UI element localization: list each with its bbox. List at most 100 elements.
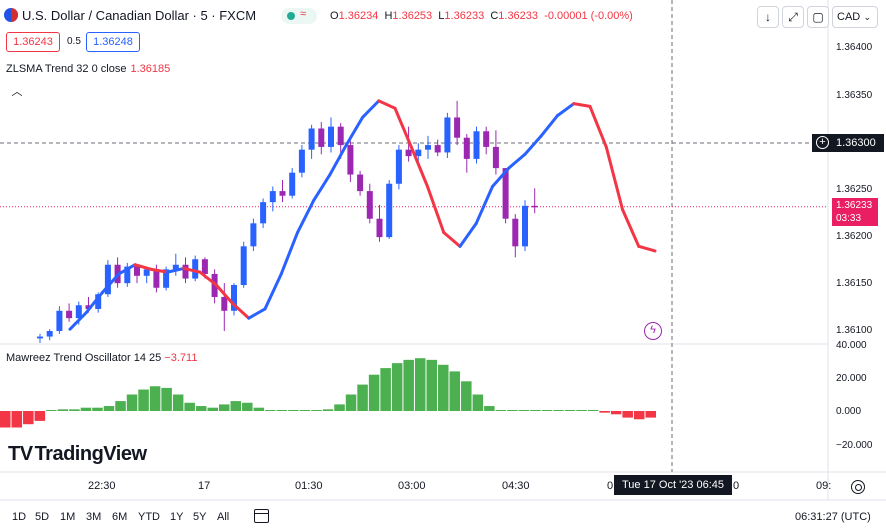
zlsma-segment xyxy=(279,231,299,276)
zlsma-segment xyxy=(426,185,446,235)
oscillator-bar xyxy=(530,410,541,411)
market-open-icon xyxy=(287,12,295,20)
zlsma-segment xyxy=(507,152,527,170)
candle-body xyxy=(250,223,257,247)
oscillator-bar xyxy=(149,386,161,411)
snapshot-icon: ▢ xyxy=(812,10,824,24)
market-status-badge[interactable]: ≈ xyxy=(281,8,317,24)
candle-body xyxy=(37,336,43,339)
currency-select[interactable]: CAD ⌄ xyxy=(832,6,878,28)
zlsma-segment xyxy=(149,267,169,274)
range-1m[interactable]: 1M xyxy=(60,511,76,523)
buy-button[interactable]: 1.36248 xyxy=(86,32,140,52)
time-tick: 0 xyxy=(607,480,614,492)
oscillator-bar xyxy=(207,407,218,411)
zlsma-segment xyxy=(198,270,218,287)
zlsma-legend[interactable]: ZLSMA Trend 32 0 close 1.36185 xyxy=(6,63,170,75)
candle-body xyxy=(269,191,276,203)
candle-body xyxy=(192,259,199,279)
fullscreen-button[interactable]: ⤢ xyxy=(782,6,804,28)
zlsma-segment xyxy=(393,106,413,149)
oscillator-bar xyxy=(253,407,265,411)
oscillator-bar xyxy=(219,404,230,411)
currency-value: CAD xyxy=(837,11,861,23)
oscillator-bar xyxy=(126,394,138,411)
logo-text: TradingView xyxy=(34,443,147,465)
range-1y[interactable]: 1Y xyxy=(170,511,184,523)
candle-body xyxy=(95,294,102,309)
price-tick: 1.36350 xyxy=(836,90,873,101)
snapshot-button[interactable]: ▢ xyxy=(807,6,829,28)
zlsma-segment xyxy=(361,99,381,119)
oscillator-bar xyxy=(80,407,92,411)
sell-button[interactable]: 1.36243 xyxy=(6,32,60,52)
zlsma-segment xyxy=(328,143,348,177)
oscillator-bar xyxy=(449,371,461,411)
candle-body xyxy=(318,128,325,147)
range-1d[interactable]: 1D xyxy=(12,511,27,523)
open-value: 1.36234 xyxy=(338,10,379,22)
range-5d[interactable]: 5D xyxy=(35,511,50,523)
candle-body xyxy=(444,117,451,153)
settings-icon[interactable] xyxy=(851,480,865,494)
oscillator-bar xyxy=(599,411,610,413)
oscillator-bar xyxy=(242,402,253,411)
oscillator-bar xyxy=(518,410,530,411)
candle-body xyxy=(463,137,470,159)
oscillator-bar xyxy=(553,410,564,411)
zlsma-segment xyxy=(588,104,608,149)
time-tick: 0 xyxy=(733,480,740,492)
oscillator-bar xyxy=(472,394,484,411)
zlsma-segment xyxy=(263,272,283,311)
candle-body xyxy=(279,191,286,196)
candle-body xyxy=(473,131,480,159)
tradingview-logo[interactable]: TV TradingView xyxy=(8,443,147,466)
oscillator-bar xyxy=(334,404,345,411)
osc-tick: −20.000 xyxy=(836,440,873,451)
candle-body xyxy=(134,266,140,276)
zlsma-segment xyxy=(556,102,576,118)
calendar-icon[interactable] xyxy=(254,509,269,523)
zlsma-segment xyxy=(621,208,641,248)
utc-clock[interactable]: 06:31:27 (UTC) xyxy=(795,511,871,523)
oscillator-bar xyxy=(138,389,149,411)
oscillator-bar xyxy=(426,359,437,411)
range-ytd[interactable]: YTD xyxy=(138,511,160,523)
candle-body xyxy=(492,146,499,169)
candle-body xyxy=(143,269,150,276)
zlsma-segment xyxy=(377,99,397,110)
collapse-legend-button[interactable]: ︿ xyxy=(6,82,28,102)
candle-body xyxy=(75,305,82,319)
zlsma-segment xyxy=(247,307,267,320)
candle-body xyxy=(328,126,334,147)
add-alert-icon[interactable]: + xyxy=(816,136,829,149)
oscillator-bar xyxy=(380,368,391,411)
symbol-title[interactable]: U.S. Dollar / Canadian Dollar · 5 · FXCM xyxy=(4,8,256,23)
zlsma-segment xyxy=(231,301,251,320)
candle-body xyxy=(357,174,364,192)
sell-arrow-button[interactable]: ↓ xyxy=(757,6,779,28)
tradingview-mark-icon: TV xyxy=(8,443,33,465)
oscillator-bar xyxy=(645,411,656,418)
lightning-icon[interactable]: ϟ xyxy=(644,322,662,340)
down-arrow-icon: ↓ xyxy=(765,10,771,24)
oscillator-legend[interactable]: Mawreez Trend Oscillator 14 25 −3.711 xyxy=(6,352,197,364)
zlsma-segment xyxy=(491,166,511,188)
ask-price: 1.36248 xyxy=(93,36,133,48)
zlsma-segment xyxy=(637,244,657,253)
zlsma-segment xyxy=(117,263,137,276)
crosshair-price-value: 1.36300 xyxy=(836,137,876,149)
range-all[interactable]: All xyxy=(217,511,230,523)
crosshair-price-label[interactable]: + 1.36300 xyxy=(812,134,884,152)
oscillator-bar xyxy=(172,394,184,411)
zlsma-segment xyxy=(84,290,104,315)
candle-body xyxy=(337,126,344,146)
range-5y[interactable]: 5Y xyxy=(193,511,207,523)
oscillator-bar xyxy=(438,364,449,411)
close-value: 1.36233 xyxy=(498,10,539,22)
candle-body xyxy=(231,285,237,311)
range-3m[interactable]: 3M xyxy=(86,511,102,523)
range-6m[interactable]: 6M xyxy=(112,511,128,523)
